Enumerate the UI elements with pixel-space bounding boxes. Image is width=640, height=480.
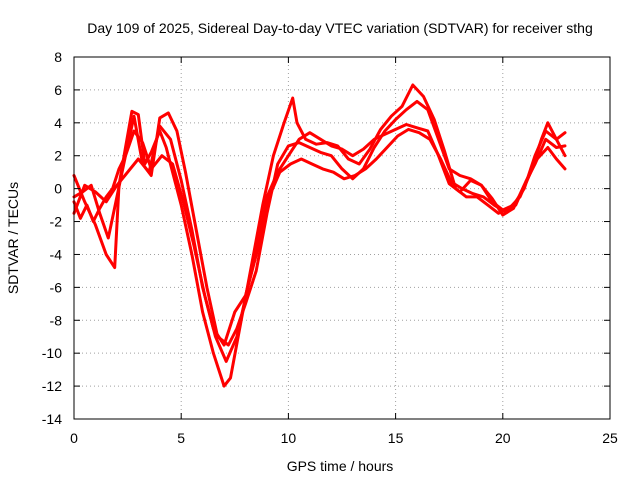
grid-layer [74, 57, 610, 419]
x-tick-label: 20 [495, 430, 511, 446]
y-tick-label: -2 [50, 214, 63, 230]
y-tick-label: 2 [54, 148, 62, 164]
y-axis-label: SDTVAR / TECUs [5, 182, 21, 294]
y-tick-label: -6 [50, 279, 63, 295]
series-line-3 [72, 123, 567, 347]
x-tick-label: 25 [602, 430, 618, 446]
y-tick-label: 4 [54, 115, 62, 131]
y-tick-label: 6 [54, 82, 62, 98]
y-tick-label: -12 [42, 378, 62, 394]
y-tick-label: 8 [54, 49, 62, 65]
series-line-4 [72, 127, 567, 363]
y-tick-label: -10 [42, 345, 62, 361]
x-tick-label: 15 [388, 430, 404, 446]
y-tick-label: -4 [50, 246, 63, 262]
y-tick-label: 0 [54, 181, 62, 197]
y-tick-label: -14 [42, 411, 62, 427]
x-tick-label: 0 [70, 430, 78, 446]
x-axis-label: GPS time / hours [287, 458, 394, 474]
ticks-layer [73, 56, 611, 420]
chart-title: Day 109 of 2025, Sidereal Day-to-day VTE… [87, 20, 593, 36]
x-tick-label: 10 [281, 430, 297, 446]
y-tick-label: -8 [50, 312, 63, 328]
y-tick-labels: -14 -12 -10 -8 -6 -4 -2 0 2 4 6 8 [42, 49, 62, 427]
x-tick-labels: 0 5 10 15 20 25 [70, 430, 618, 446]
series-layer [72, 83, 567, 388]
plot-frame [73, 56, 611, 420]
series-line-1 [72, 83, 567, 388]
x-tick-label: 5 [177, 430, 185, 446]
